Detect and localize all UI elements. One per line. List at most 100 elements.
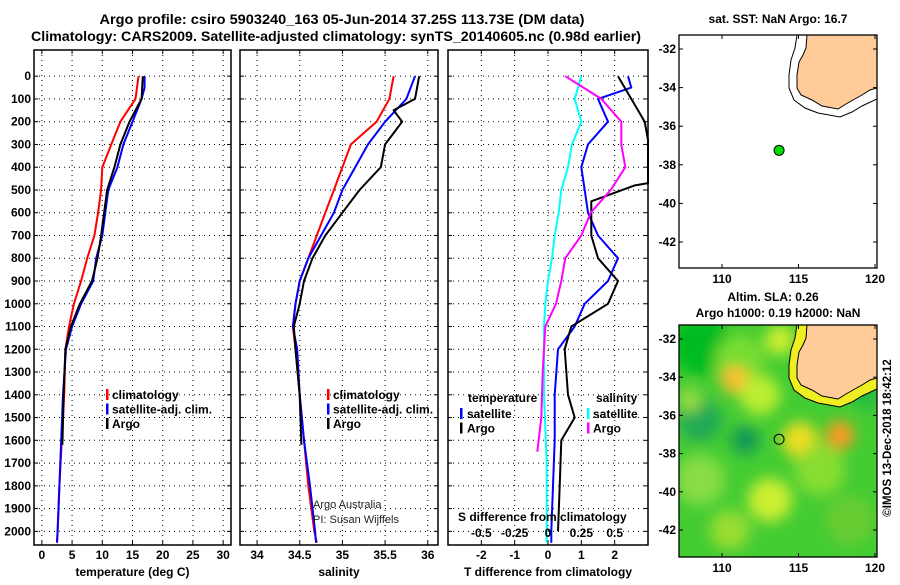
lon-tick-label: 110 xyxy=(712,272,732,286)
sla-anomaly-blob xyxy=(825,495,875,545)
sla-field xyxy=(679,325,877,557)
x-tick-label: 10 xyxy=(96,548,110,562)
legend-label: Argo xyxy=(467,422,495,436)
x2-tick-label: -0.25 xyxy=(501,526,529,540)
credit-text: ©IMOS 13-Dec-2018 18:42:12 xyxy=(882,359,894,516)
legend-swatch xyxy=(106,389,109,400)
sla-anomaly-blob xyxy=(731,426,759,454)
lon-tick-label: 120 xyxy=(865,561,885,575)
lat-tick-label: -34 xyxy=(659,370,677,384)
legend-label: climatology xyxy=(333,388,400,402)
sla-anomaly-blob xyxy=(826,421,854,449)
lat-tick-label: -32 xyxy=(659,42,677,56)
x-tick-label: 20 xyxy=(156,548,170,562)
lat-tick-label: -38 xyxy=(659,158,677,172)
x-tick-label: 25 xyxy=(186,548,200,562)
annotation-pi: PI: Susan Wijffels xyxy=(313,514,399,526)
y-tick-label: 1800 xyxy=(4,479,31,493)
sla-anomaly-blob xyxy=(740,375,780,415)
x-tick-label: -2 xyxy=(476,548,487,562)
sla-anomaly-blob xyxy=(710,510,750,550)
legend-swatch xyxy=(327,389,330,400)
sla-anomaly-blob xyxy=(748,478,792,522)
legend-label: Argo xyxy=(333,417,361,431)
lat-tick-label: -42 xyxy=(659,523,677,537)
series-line-argo xyxy=(61,76,144,445)
y-tick-label: 2000 xyxy=(4,524,31,538)
x-axis-label: T difference from climatology xyxy=(464,565,632,579)
y-tick-label: 100 xyxy=(11,92,31,106)
lat-tick-label: -36 xyxy=(659,119,677,133)
y-tick-label: 1300 xyxy=(4,365,31,379)
legend-swatch xyxy=(106,403,109,415)
series-line-t-satellite xyxy=(550,75,633,543)
legend-swatch xyxy=(106,418,109,429)
y-tick-label: 800 xyxy=(11,251,31,265)
series-line-climatology xyxy=(56,76,140,543)
x2-tick-label: -0.5 xyxy=(471,526,492,540)
legend-swatch xyxy=(460,422,463,434)
float-position-marker xyxy=(773,433,785,445)
legend-title-salinity: salinity xyxy=(596,391,638,405)
y-tick-label: 0 xyxy=(24,69,31,83)
title-line-2: Climatology: CARS2009. Satellite-adjuste… xyxy=(31,29,641,44)
x-tick-label: 1 xyxy=(578,548,585,562)
lon-tick-label: 115 xyxy=(789,561,809,575)
y-tick-label: 1500 xyxy=(4,411,31,425)
legend-label: Argo xyxy=(593,422,621,436)
legend-swatch xyxy=(587,408,590,419)
x-tick-label: -1 xyxy=(509,548,520,562)
x-tick-label: 30 xyxy=(216,548,230,562)
y-tick-label: 300 xyxy=(11,137,31,151)
plot-frame xyxy=(239,49,439,546)
map-frame xyxy=(678,324,878,558)
legend-swatch xyxy=(327,403,330,415)
x-tick-label: 34.5 xyxy=(288,548,312,562)
map-sla: -32 -34 -36 -38 -40 -42 110 115 120 Altim. SLA: 0… xyxy=(659,290,886,575)
legend-label: satellite-adj. clim. xyxy=(112,403,212,417)
lat-tick-label: -36 xyxy=(659,408,677,422)
y-tick-label: 1400 xyxy=(4,388,31,402)
sla-anomaly-blob xyxy=(679,388,702,412)
x2-tick-label: 0 xyxy=(545,526,552,540)
x-tick-label: 15 xyxy=(126,548,140,562)
lat-tick-label: -34 xyxy=(659,81,677,95)
y-tick-label: 1700 xyxy=(4,456,31,470)
x-tick-label: 35.5 xyxy=(373,548,397,562)
float-position-marker xyxy=(773,144,785,156)
plot-frame xyxy=(33,49,232,546)
legend-label: satellite-adj. clim. xyxy=(333,403,433,417)
y-tick-label: 200 xyxy=(11,115,31,129)
x-tick-label: 0 xyxy=(545,548,552,562)
x-tick-label: 0 xyxy=(39,548,46,562)
lon-tick-label: 110 xyxy=(712,561,732,575)
lon-tick-label: 120 xyxy=(865,272,885,286)
x-tick-label: 2 xyxy=(611,548,618,562)
series-line-s-satellite xyxy=(543,75,583,543)
x-tick-label: 35 xyxy=(336,548,350,562)
sla-anomaly-blob xyxy=(679,455,725,505)
y-tick-label: 500 xyxy=(11,183,31,197)
lat-tick-label: -38 xyxy=(659,447,677,461)
sla-anomaly-blob xyxy=(765,325,795,355)
panel-differences: -2 -1 0 1 2 T difference from climatology temp… xyxy=(447,49,649,579)
legend-swatch xyxy=(327,418,330,429)
lat-tick-label: -40 xyxy=(659,485,677,499)
lat-tick-label: -42 xyxy=(659,235,677,249)
y-tick-label: 1100 xyxy=(5,320,31,334)
legend-title-temperature: temperature xyxy=(468,391,538,405)
legend-label: satellite xyxy=(467,407,512,421)
y-tick-label: 400 xyxy=(11,160,31,174)
lon-tick-label: 115 xyxy=(789,272,809,286)
map-sla-title-1: Altim. SLA: 0.26 xyxy=(727,290,819,304)
y-tick-label: 1000 xyxy=(4,297,31,311)
legend-label: satellite xyxy=(593,407,638,421)
x2-axis-label: S difference from climatology xyxy=(458,510,627,524)
panel-temperature: 0100200300400500600700800900100011001200… xyxy=(4,49,232,579)
isobath-line xyxy=(788,35,877,118)
land-mass xyxy=(796,325,877,400)
legend-label: climatology xyxy=(112,388,179,402)
x-axis-label: temperature (deg C) xyxy=(75,565,189,579)
x-tick-label: 34 xyxy=(250,548,264,562)
legend-label: Argo xyxy=(112,417,140,431)
